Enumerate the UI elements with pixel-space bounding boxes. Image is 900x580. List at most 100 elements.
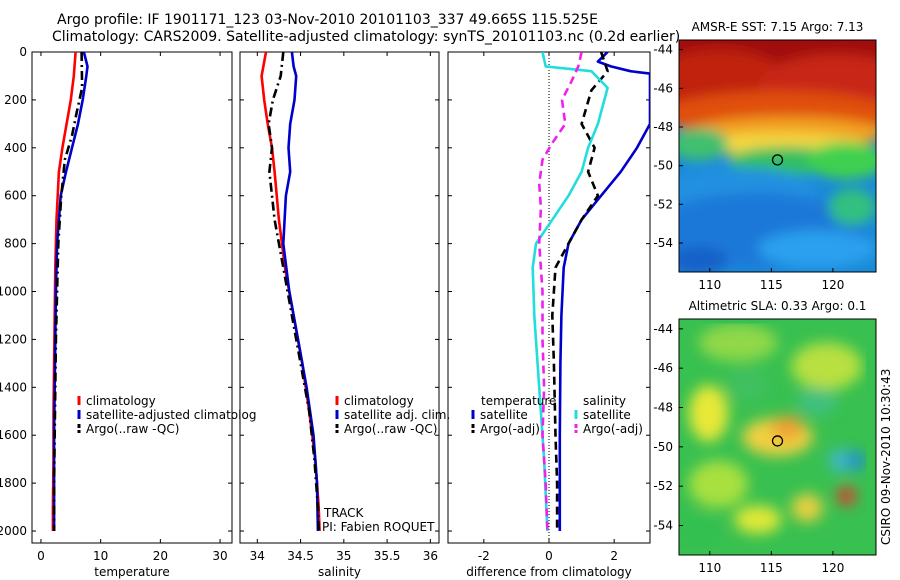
map-field-patch	[679, 514, 719, 548]
legend-label: satellite	[480, 408, 528, 422]
x-axis-label: temperature	[94, 565, 169, 579]
map-y-tick-label: -48	[653, 401, 673, 415]
x-tick-label: 35.5	[374, 549, 401, 563]
y-tick-label: 600	[4, 189, 27, 203]
x-tick-label: 2	[610, 549, 618, 563]
y-tick-label: 1400	[0, 380, 27, 394]
map-field-patch	[757, 230, 876, 268]
series-line-argo-adj-	[550, 52, 609, 531]
series-group	[531, 52, 650, 532]
series-line-argo-raw-qc-	[52, 52, 84, 531]
y-tick-label: 2000	[0, 524, 27, 538]
map-field-patch	[807, 142, 876, 180]
y-tick-label: 1200	[0, 332, 27, 346]
map-y-tick-label: -52	[653, 197, 673, 211]
map-field-patch	[728, 368, 768, 402]
map-y-tick-label: -52	[653, 479, 673, 493]
legend-label: Argo(..raw -QC)	[86, 422, 179, 436]
legend-label: Argo(-adj)	[480, 422, 540, 436]
map-field-patch	[771, 415, 804, 440]
map-field-patch	[836, 486, 857, 506]
map-field-patch	[791, 493, 823, 522]
legend-group-salinity: salinity	[583, 394, 626, 408]
map-field-patch	[679, 128, 729, 161]
legend-label: satellite	[583, 408, 631, 422]
series-line-satellite	[558, 52, 650, 531]
x-tick-label: 20	[153, 549, 168, 563]
legend-label: Argo(..raw -QC)	[344, 422, 437, 436]
x-tick-label: -2	[478, 549, 490, 563]
x-tick-label: 0	[545, 549, 553, 563]
y-tick-label: 1000	[0, 285, 27, 299]
y-tick-label: 800	[4, 237, 27, 251]
y-tick-label: 400	[4, 141, 27, 155]
x-tick-label: 34	[250, 549, 265, 563]
map-field	[679, 40, 876, 272]
map-field-patch	[846, 451, 867, 471]
map-title: AMSR-E SST: 7.15 Argo: 7.13	[692, 20, 864, 34]
map-sst: AMSR-E SST: 7.15 Argo: 7.13 110 115 120 -44 -…	[653, 20, 877, 292]
chart-title-line-2: Climatology: CARS2009. Satellite-adjuste…	[52, 29, 681, 45]
legend-label: Argo(-adj)	[583, 422, 643, 436]
argo-location-marker	[771, 154, 784, 166]
map-frame	[678, 39, 877, 273]
annotation-pi: PI: Fabien ROQUET	[322, 520, 435, 534]
x-axis-label: difference from climatology	[466, 565, 632, 579]
series-group	[51, 52, 89, 531]
legend-group-temperature: temperature	[481, 394, 556, 408]
y-tick-label: 0	[19, 45, 27, 59]
profile-panel-3: -2 0 2 difference from climatology	[447, 51, 651, 579]
map-frame	[678, 318, 877, 556]
map-title: Altimetric SLA: 0.33 Argo: 0.1	[689, 299, 867, 313]
map-x-tick-label: 110	[698, 561, 721, 575]
map-field-blobs	[679, 40, 876, 272]
map-y-tick-label: -44	[653, 322, 673, 336]
map-field-patch	[791, 342, 863, 390]
annotation-track: TRACK	[323, 506, 365, 520]
map-field-patch	[734, 505, 782, 534]
x-tick-label: 35	[336, 549, 351, 563]
map-y-tick-label: -46	[653, 81, 673, 95]
legend-label: satellite adj. clim.	[344, 408, 450, 422]
y-tick-label: 1600	[0, 428, 27, 442]
plot-frame	[239, 51, 440, 544]
map-x-tick-label: 115	[760, 278, 783, 292]
x-axis-label: salinity	[318, 565, 361, 579]
map-x-tick-label: 120	[821, 561, 844, 575]
map-field-patch	[828, 188, 876, 226]
argo-location-marker	[771, 435, 784, 447]
map-field-patch	[828, 448, 853, 473]
map-field	[679, 319, 876, 555]
series-line-satellite	[531, 52, 609, 532]
map-field-patch	[688, 385, 729, 442]
x-tick-label: 10	[93, 549, 108, 563]
x-tick-label: 34.5	[287, 549, 314, 563]
series-line-argo-raw-qc-	[267, 52, 320, 532]
x-tick-label: 30	[212, 549, 227, 563]
plot-frame	[31, 51, 233, 544]
map-y-tick-label: -44	[653, 43, 673, 57]
y-tick-label: 200	[4, 93, 27, 107]
y-tick-label: 1800	[0, 476, 27, 490]
profile-panel-1: 0 200 400 600 800 1000 1200 1400 1600 1800 2000 0 10…	[0, 45, 233, 579]
series-group	[260, 52, 321, 532]
map-x-tick-label: 120	[821, 278, 844, 292]
series-line-argo-adj-	[537, 52, 583, 532]
map-field-blobs	[679, 323, 867, 548]
map-field-patch	[688, 460, 748, 508]
map-field-patch	[679, 246, 729, 272]
map-x-tick-label: 115	[760, 561, 783, 575]
map-x-tick-label: 110	[698, 278, 721, 292]
x-tick-label: 36	[423, 549, 438, 563]
series-line-satellite-adj-clim-	[281, 52, 320, 532]
map-field-patch	[698, 323, 778, 362]
map-y-tick-label: -48	[653, 120, 673, 134]
legend-label: climatology	[344, 394, 414, 408]
legend-label: climatology	[86, 394, 156, 408]
legend-label: satellite-adjusted climatolog	[86, 408, 256, 422]
map-y-tick-label: -54	[653, 236, 673, 250]
